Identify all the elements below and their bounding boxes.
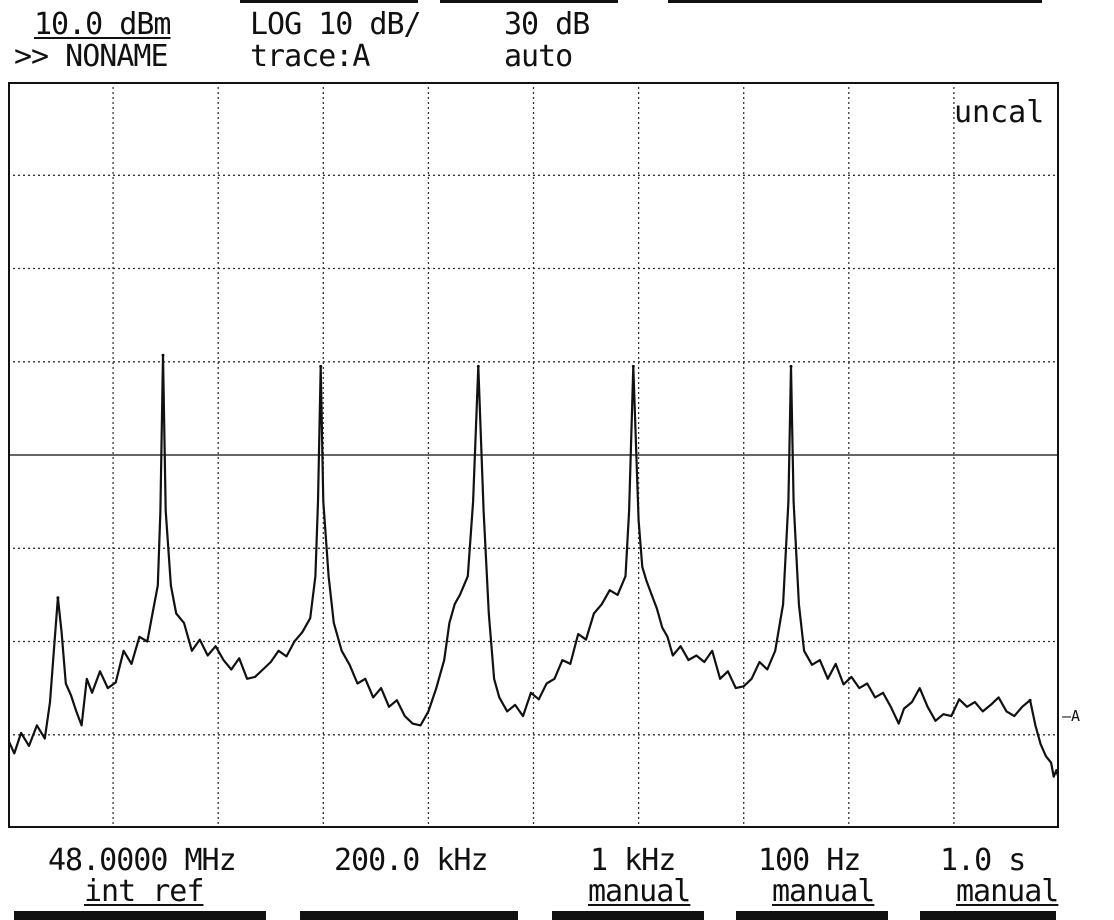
attenuation-mode: auto (504, 39, 573, 74)
softkey-2[interactable] (300, 911, 518, 920)
trace-peak (161, 353, 165, 357)
softkey-4[interactable] (736, 911, 888, 920)
top-softkey-1[interactable] (240, 0, 418, 3)
trace-peak (631, 364, 635, 368)
softkey-1[interactable] (14, 911, 266, 920)
ref-level: 10.0 dBm (34, 7, 171, 42)
trace-a (8, 353, 1059, 780)
sweep-mode: manual (956, 874, 1059, 909)
spectrum-display: uncal (8, 82, 1059, 828)
span: 200.0 kHz (334, 843, 489, 878)
reference-source: int ref (84, 874, 204, 909)
trace-peak (1028, 698, 1032, 702)
center-frequency: 48.0000 MHz (48, 843, 237, 878)
vbw-mode: manual (772, 874, 875, 909)
trace-line (8, 354, 1059, 780)
trace-name: >> NONAME (14, 39, 169, 74)
trace-marker-label: A (1071, 707, 1081, 725)
trace-a-marker: —A (1062, 707, 1081, 725)
trace-peak (319, 364, 323, 368)
scale-mode: LOG 10 dB/ (250, 7, 422, 42)
trace-peak (476, 364, 480, 368)
sweep-time: 1.0 s (940, 843, 1026, 878)
resolution-bandwidth: 1 kHz (590, 843, 676, 878)
uncal-indicator: uncal (954, 95, 1044, 130)
trace-peak (789, 364, 793, 368)
trace-peak (56, 596, 60, 600)
trace-select: trace:A (250, 39, 370, 74)
attenuation: 30 dB (504, 7, 590, 42)
screen-border (8, 82, 1059, 828)
top-softkey-3[interactable] (668, 0, 1042, 3)
softkey-3[interactable] (552, 911, 704, 920)
softkey-5[interactable] (920, 911, 1056, 920)
top-softkey-2[interactable] (440, 0, 618, 3)
video-bandwidth: 100 Hz (758, 843, 861, 878)
rbw-mode: manual (588, 874, 691, 909)
graticule (8, 82, 1059, 828)
